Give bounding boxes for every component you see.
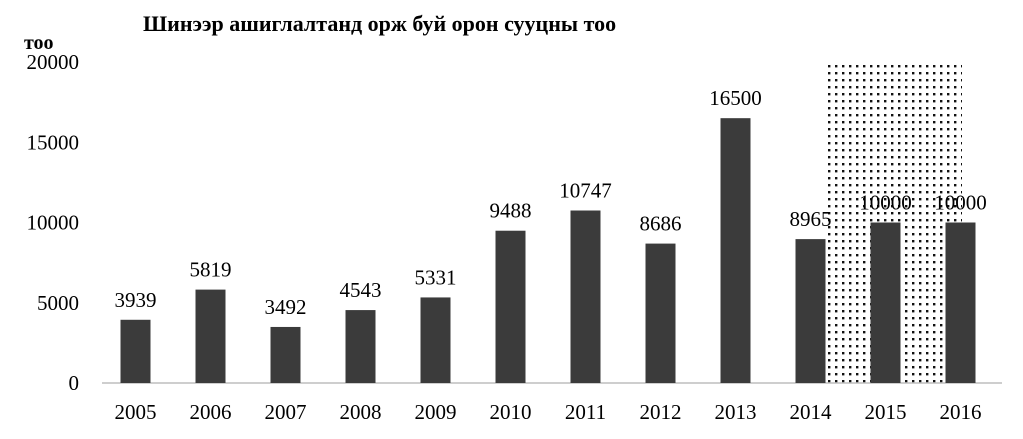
x-axis: 2005 2006 2007 2008 2009 2010 2011 2012 2013 2014… xyxy=(115,400,982,424)
x-tick-label: 2013 xyxy=(715,400,757,424)
bar xyxy=(495,230,526,383)
bar xyxy=(120,319,151,383)
x-tick-label: 2005 xyxy=(115,400,157,424)
x-tick-label: 2007 xyxy=(265,400,307,424)
data-label: 5819 xyxy=(190,258,232,282)
data-label: 3492 xyxy=(265,295,307,319)
x-tick-label: 2012 xyxy=(640,400,682,424)
x-tick-label: 2006 xyxy=(190,400,232,424)
bars-group xyxy=(120,118,976,384)
y-tick-label: 5000 xyxy=(37,291,79,315)
chart-title: Шинээр ашиглалтанд орж буй орон сууцны т… xyxy=(143,11,616,36)
data-label: 3939 xyxy=(115,288,157,312)
x-tick-label: 2008 xyxy=(340,400,382,424)
data-label: 9488 xyxy=(490,199,532,223)
data-label: 10000 xyxy=(934,191,987,215)
data-label: 8965 xyxy=(790,207,832,231)
y-axis: 0 5000 10000 15000 20000 xyxy=(27,50,80,395)
bar xyxy=(420,297,451,383)
data-label: 16500 xyxy=(709,86,762,110)
y-axis-unit-label: тоо xyxy=(24,32,54,54)
bar xyxy=(795,239,826,383)
y-tick-label: 10000 xyxy=(27,211,80,235)
y-tick-label: 15000 xyxy=(27,130,80,154)
bar xyxy=(570,210,601,383)
y-tick-label: 0 xyxy=(69,371,80,395)
x-tick-label: 2016 xyxy=(940,400,982,424)
y-tick-label: 20000 xyxy=(27,50,80,74)
data-labels: 3939 5819 3492 4543 5331 9488 10747 8686 16500 89… xyxy=(115,86,987,319)
x-tick-label: 2015 xyxy=(865,400,907,424)
data-label: 10000 xyxy=(859,191,912,215)
x-tick-label: 2014 xyxy=(790,400,833,424)
bar xyxy=(345,310,376,383)
bar xyxy=(270,326,301,383)
bar xyxy=(645,243,676,383)
data-label: 4543 xyxy=(340,278,382,302)
data-label: 10747 xyxy=(559,179,612,203)
bar xyxy=(195,289,226,383)
x-tick-label: 2010 xyxy=(490,400,532,424)
bar xyxy=(870,222,901,383)
bar xyxy=(945,222,976,383)
data-label: 5331 xyxy=(415,265,457,289)
bar xyxy=(720,118,751,384)
x-tick-label: 2009 xyxy=(415,400,457,424)
data-label: 8686 xyxy=(640,212,682,236)
x-tick-label: 2011 xyxy=(565,400,606,424)
